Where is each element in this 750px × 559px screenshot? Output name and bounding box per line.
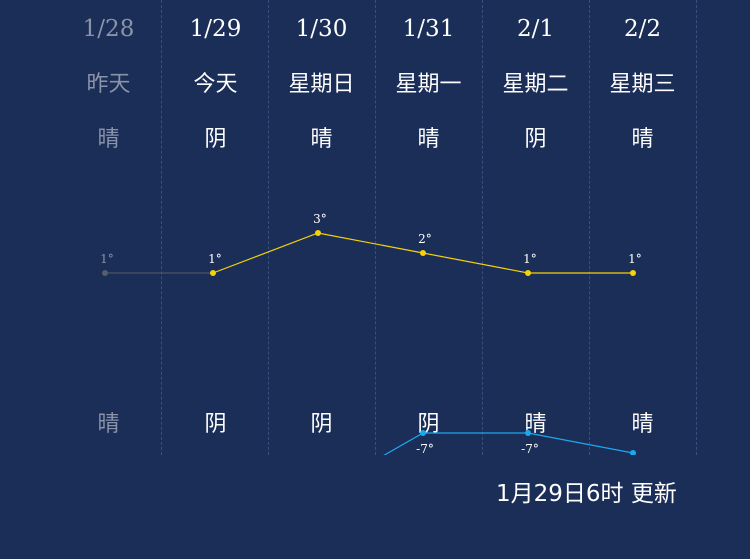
temp-point — [102, 270, 108, 276]
day-name: 星期一 — [395, 72, 462, 97]
day-date: 2/1 — [516, 16, 554, 42]
temp-point — [630, 450, 636, 455]
temp-point — [630, 270, 636, 276]
column-divider — [268, 0, 269, 455]
high-temp-label: 1° — [628, 252, 642, 266]
day-date: 1/31 — [402, 16, 455, 42]
column-divider — [696, 0, 697, 455]
day-name: 昨天 — [86, 72, 131, 97]
weather-day: 晴 — [417, 127, 440, 152]
day-name: 今天 — [193, 72, 238, 97]
temp-point — [525, 270, 531, 276]
column-divider — [589, 0, 590, 455]
high-temp-label: 3° — [313, 212, 327, 226]
day-name: 星期三 — [609, 72, 676, 97]
weather-night: 晴 — [524, 412, 547, 437]
day-column: 2/1 星期二阴晴 — [482, 0, 589, 455]
column-divider — [375, 0, 376, 455]
day-column: 1/31 星期一晴阴 — [375, 0, 482, 455]
high-temp-label: 2° — [418, 232, 432, 246]
weather-night: 晴 — [631, 412, 654, 437]
day-column: 1/30 星期日晴阴 — [268, 0, 375, 455]
column-divider — [161, 0, 162, 455]
update-time: 1月29日6时 更新 — [496, 481, 677, 507]
day-column: 2/2 星期三晴晴 — [589, 0, 696, 455]
temp-point — [525, 430, 531, 436]
day-date: 1/28 — [82, 16, 135, 42]
day-name: 星期二 — [502, 72, 569, 97]
temp-point — [420, 430, 426, 436]
temp-point — [420, 250, 426, 256]
column-divider — [482, 0, 483, 455]
day-date: 1/30 — [295, 16, 348, 42]
high-temp-label: 1° — [100, 252, 114, 266]
temp-point — [210, 270, 216, 276]
temp-point — [315, 230, 321, 236]
weather-night: 阴 — [204, 412, 227, 437]
low-temp-label: -7° — [416, 442, 434, 455]
low-temp-label: -7° — [521, 442, 539, 455]
weather-day: 阴 — [204, 127, 227, 152]
weather-night: 晴 — [97, 412, 120, 437]
weather-day: 晴 — [310, 127, 333, 152]
high-temp-label: 1° — [523, 252, 537, 266]
temperature-chart: 1°1°3°2°1°1°-12°-11°-10°-7°-7°-8° — [100, 212, 642, 455]
day-date: 1/29 — [189, 16, 242, 42]
day-column: 1/29 今天阴阴 — [162, 0, 269, 455]
day-name: 星期日 — [288, 72, 355, 97]
weather-night: 阴 — [310, 412, 333, 437]
weather-day: 晴 — [97, 127, 120, 152]
day-column: 1/28 昨天晴晴 — [55, 0, 162, 455]
day-date: 2/2 — [623, 16, 661, 42]
weather-day: 阴 — [524, 127, 547, 152]
high-temp-label: 1° — [208, 252, 222, 266]
weather-day: 晴 — [631, 127, 654, 152]
